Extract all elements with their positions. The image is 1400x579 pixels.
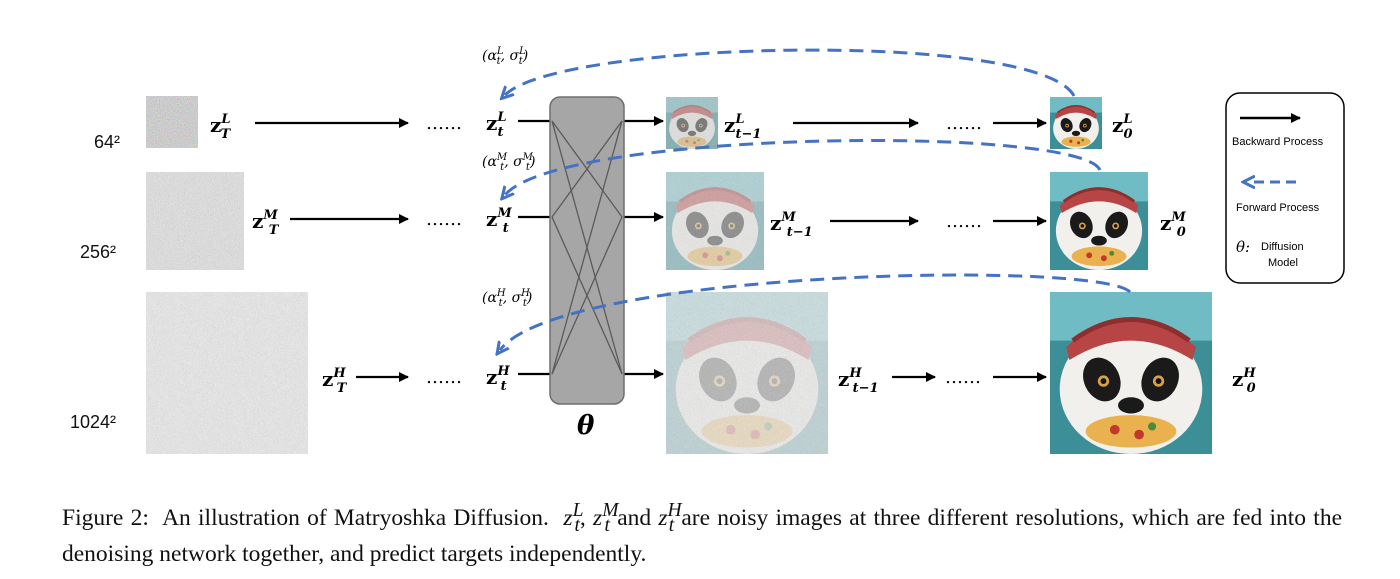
noise-param-m: (αM t, σM t) bbox=[482, 152, 535, 173]
label-z0-m: zM 0 bbox=[1160, 210, 1186, 240]
label-zt-l: zL T bbox=[210, 112, 231, 142]
caption-prefix: Figure 2: bbox=[62, 504, 149, 531]
label-zt1-h: zH t−1 bbox=[838, 366, 879, 396]
figure-caption: Figure 2: An illustration of Matryoshka … bbox=[62, 496, 1342, 569]
ellipsis-low-1: …… bbox=[426, 113, 462, 134]
caption-z-mid: zMt bbox=[593, 500, 619, 536]
legend-theta-symbol: θ: bbox=[1236, 238, 1250, 256]
clean-panda-mid bbox=[1050, 172, 1148, 270]
noisy-panda-high bbox=[666, 292, 828, 454]
denoising-network bbox=[549, 96, 625, 405]
caption-sep: , bbox=[579, 504, 594, 531]
noise-param-h: (αH t, σH t) bbox=[482, 288, 532, 309]
ellipsis-low-2: …… bbox=[946, 113, 982, 134]
legend: Backward Process Forward Process θ: Diff… bbox=[1225, 92, 1345, 284]
caption-z-high: zHt bbox=[658, 500, 682, 536]
label-zt-l: zL t bbox=[486, 110, 507, 140]
noise-param-l: (αL t, σL t) bbox=[482, 46, 528, 67]
label-z0-l: zL 0 bbox=[1112, 112, 1133, 142]
noise-image-low bbox=[146, 96, 198, 148]
label-zt-h: zH T bbox=[322, 366, 348, 396]
clean-panda-high bbox=[1050, 292, 1212, 454]
ellipsis-mid-1: …… bbox=[426, 209, 462, 230]
clean-panda-low bbox=[1050, 97, 1102, 149]
resolution-label-low: 64² bbox=[94, 132, 120, 152]
label-zt1-l: zL t−1 bbox=[724, 112, 761, 142]
label-zt-m: zM T bbox=[252, 208, 280, 238]
noisy-panda-mid bbox=[666, 172, 764, 270]
noisy-panda-low bbox=[666, 97, 718, 149]
ellipsis-high-1: …… bbox=[426, 367, 462, 388]
caption-part2: are noisy images at three different reso… bbox=[62, 504, 1342, 567]
noise-image-high bbox=[146, 292, 308, 454]
legend-forward-label: Forward Process bbox=[1236, 202, 1320, 214]
caption-part1: An illustration of Matryoshka Diffusion. bbox=[162, 504, 549, 531]
resolution-label-high: 1024² bbox=[70, 412, 116, 432]
noise-image-mid bbox=[146, 172, 244, 270]
resolution-label-mid: 256² bbox=[80, 242, 116, 262]
ellipsis-mid-2: …… bbox=[946, 211, 982, 232]
label-zt1-m: zM t−1 bbox=[770, 210, 813, 240]
ellipsis-high-2: …… bbox=[945, 367, 981, 388]
diagram-canvas: 64² 256² 1024² zL T zL t zL t−1 zL 0 zM T zM t zM t−1… bbox=[70, 46, 1345, 454]
forward-arrows bbox=[500, 48, 1132, 350]
label-z0-h: zH 0 bbox=[1232, 366, 1256, 396]
legend-model-line2: Model bbox=[1268, 257, 1298, 269]
label-zt-h: zH t bbox=[486, 364, 510, 394]
label-zt-m: zM t bbox=[486, 206, 512, 236]
caption-and: and bbox=[609, 504, 659, 531]
network-theta-label: θ bbox=[577, 411, 595, 441]
backward-arrows bbox=[255, 116, 1047, 382]
caption-z-low: zLt bbox=[563, 500, 584, 536]
legend-backward-label: Backward Process bbox=[1232, 136, 1324, 148]
legend-model-line1: Diffusion bbox=[1261, 241, 1304, 253]
